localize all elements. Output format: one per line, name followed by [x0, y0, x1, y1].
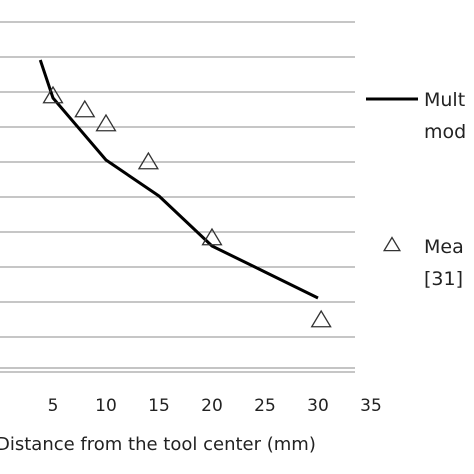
legend-label-line-1-0: Mea [424, 236, 464, 258]
legend-triangle-swatch [382, 236, 402, 252]
series-layer [38, 59, 332, 328]
gridlines [0, 21, 355, 373]
x-axis-title: Distance from the tool center (mm) [0, 434, 316, 455]
x-tick-labels: 5 10 15 20 25 30 35 [48, 396, 382, 416]
measured-point-2 [95, 113, 117, 132]
x-tick-label-20: 20 [201, 396, 223, 416]
legend: Mult mod Mea [31] [366, 89, 466, 290]
measured-point-4 [201, 227, 223, 246]
x-tick-label-5: 5 [48, 396, 59, 416]
legend-label-line-1-1: [31] [424, 268, 463, 290]
measured-point-3 [137, 151, 159, 170]
measured-point-5 [310, 309, 332, 328]
x-tick-label-25: 25 [254, 396, 276, 416]
measured-point-0 [42, 85, 64, 104]
x-tick-label-35: 35 [360, 396, 382, 416]
x-tick-label-30: 30 [307, 396, 329, 416]
series-line-0 [38, 59, 319, 300]
x-tick-label-10: 10 [95, 396, 117, 416]
legend-label-line-0-0: Mult [424, 89, 465, 111]
measured-point-1 [74, 99, 96, 118]
x-tick-label-15: 15 [148, 396, 170, 416]
legend-label-line-0-1: mod [424, 121, 466, 143]
